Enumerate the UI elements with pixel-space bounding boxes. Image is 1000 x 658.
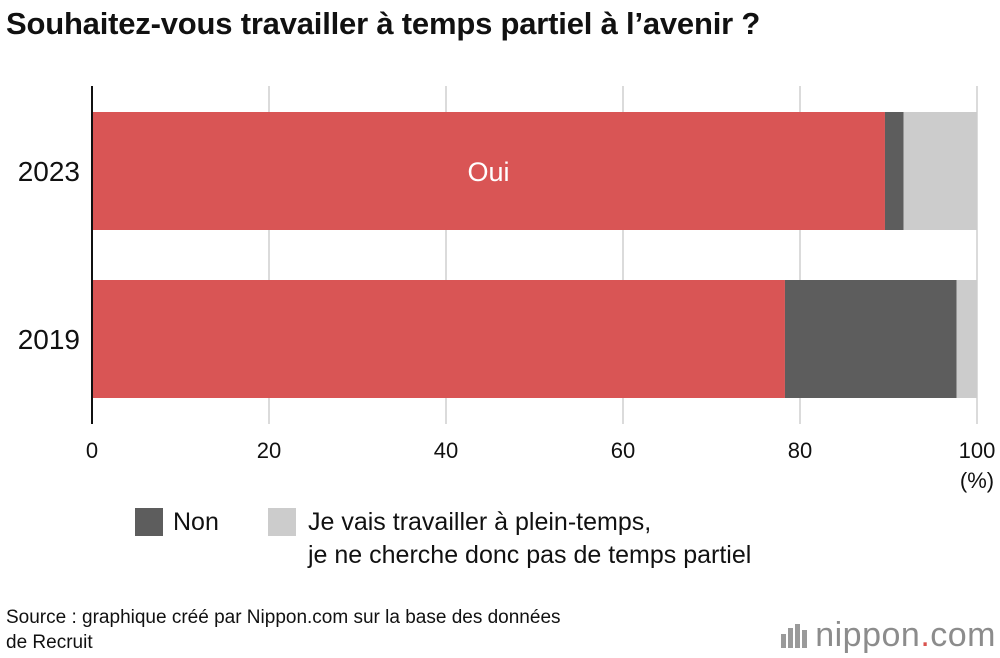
legend-item-plein-temps: Je vais travailler à plein-temps, je ne … [268, 506, 751, 572]
bar-2023-series-0 [92, 112, 885, 230]
category-label-2019: 2019 [18, 324, 80, 355]
legend-swatch-plein-temps [268, 508, 296, 536]
logo-dot: . [920, 616, 931, 654]
bar-2019-series-0 [92, 280, 785, 398]
source-note: Source : graphique créé par Nippon.com s… [6, 605, 746, 655]
bar-2019-series-2 [956, 280, 977, 398]
bar-2023-series-2 [903, 112, 977, 230]
legend-swatch-non [135, 508, 163, 536]
legend-label-plein-temps-line2: je ne cherche donc pas de temps partiel [308, 541, 752, 569]
x-tick-label-60: 60 [611, 438, 635, 463]
stacked-bar-chart: 2023 2019 Oui 0 20 40 60 80 100 (%) [18, 86, 996, 493]
bar-2023-series-1 [884, 112, 904, 230]
source-line-2: de Recruit [6, 632, 93, 653]
legend-item-non: Non [135, 506, 219, 539]
legend-label-non: Non [173, 508, 219, 536]
logo-bars-icon [781, 623, 808, 648]
category-label-2023: 2023 [18, 156, 80, 187]
x-tick-label-100: 100 [959, 438, 996, 463]
chart-title: Souhaitez-vous travailler à temps partie… [6, 6, 761, 41]
bar-2019-series-1 [784, 280, 957, 398]
legend-label-plein-temps-line1: Je vais travailler à plein-temps, [308, 508, 652, 536]
x-tick-label-80: 80 [788, 438, 812, 463]
x-tick-label-40: 40 [434, 438, 458, 463]
bar-label-oui: Oui [467, 157, 509, 187]
logo-suffix: com [930, 616, 996, 654]
source-line-1: Source : graphique créé par Nippon.com s… [6, 607, 561, 628]
x-tick-label-0: 0 [86, 438, 98, 463]
x-tick-label-20: 20 [257, 438, 281, 463]
logo-text: nippon [815, 616, 921, 654]
nippon-logo: nippon. com [781, 616, 996, 655]
x-unit-label: (%) [960, 468, 994, 493]
